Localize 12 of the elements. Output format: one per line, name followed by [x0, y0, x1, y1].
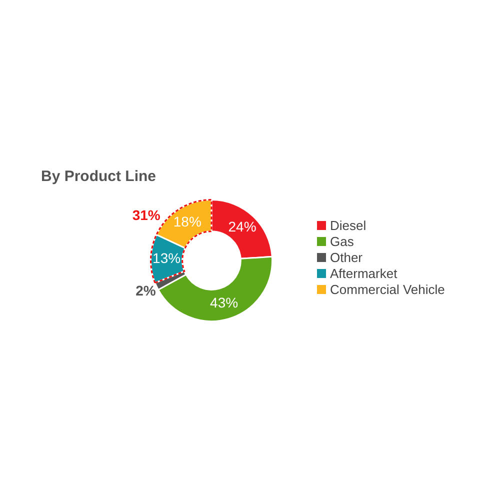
data-label: 13% — [152, 250, 181, 266]
legend-label: Aftermarket — [330, 266, 398, 280]
chart-title: By Product Line — [41, 168, 156, 185]
legend-label: Diesel — [330, 218, 366, 232]
legend-label: Other — [330, 250, 363, 264]
legend-label: Gas — [330, 234, 354, 248]
text: 31% — [132, 207, 161, 224]
data-label: 24% — [228, 218, 256, 235]
data-label: 18% — [173, 213, 202, 230]
data-label: 43% — [210, 294, 238, 311]
data-label: 2% — [136, 282, 156, 298]
legend-label: Commercial Vehicle — [330, 282, 445, 296]
